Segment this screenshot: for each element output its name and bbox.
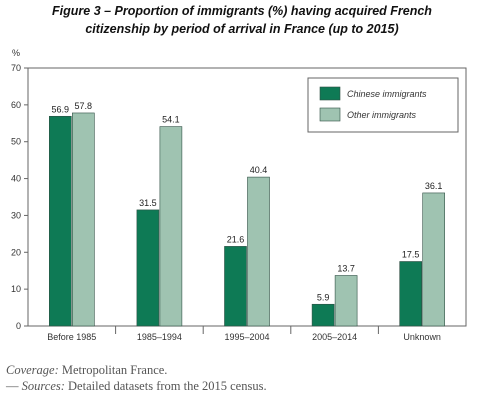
legend-label: Other immigrants [347,110,417,120]
plot-frame [27,67,467,327]
data-label: 40.4 [250,165,268,175]
data-label: 5.9 [317,292,330,302]
sources-text: Detailed datasets from the 2015 census. [64,379,267,393]
coverage-note: Coverage: Metropolitan France. [6,362,476,378]
data-label: 31.5 [139,198,157,208]
bar-chart: % 0 10 20 30 40 50 60 70 Before 1985 56.9 57.8 1985–… [11,48,467,342]
bar-other [334,275,358,327]
y-tick-label: 50 [11,137,21,147]
x-tick-label: 2005–2014 [312,332,357,342]
legend-label: Chinese immigrants [347,89,427,99]
sources-label: Sources: [21,379,65,393]
data-label: 57.8 [75,101,93,111]
figure-title-line-1: Figure 3 – Proportion of immigrants (%) … [52,4,432,18]
bar-chinese [136,209,160,327]
data-label: 54.1 [162,115,180,125]
figure-title-line-2: citizenship by period of arrival in Fran… [85,22,399,36]
x-tick-label: Before 1985 [47,332,96,342]
bar-other [422,192,446,327]
data-label: 36.1 [425,181,443,191]
sources-note: — Sources: Detailed datasets from the 20… [6,378,476,394]
figure-title: Figure 3 – Proportion of immigrants (%) … [0,2,484,38]
bar-chinese [48,115,72,327]
bar-other [72,112,95,327]
legend-swatch [319,107,341,122]
data-label: 13.7 [337,264,355,274]
y-tick-label: 40 [11,174,21,184]
bar-chinese [224,246,247,327]
coverage-text: Metropolitan France. [58,363,168,377]
x-tick-label: 1995–2004 [224,332,269,342]
coverage-label: Coverage: [6,363,59,377]
y-axis-unit-label: % [12,48,20,58]
x-tick-label: 1985–1994 [137,332,182,342]
figure-notes: Coverage: Metropolitan France. — Sources… [6,362,476,394]
sources-prefix: — [6,379,22,393]
x-tick-label: Unknown [403,332,441,342]
bar-chinese [399,261,423,327]
y-tick-label: 30 [11,210,21,220]
data-label: 21.6 [227,234,245,244]
y-tick-label: 20 [11,247,21,257]
legend-swatch [319,86,341,101]
y-tick-label: 10 [11,284,21,294]
y-tick-label: 60 [11,100,21,110]
chart-container: % 0 10 20 30 40 50 60 70 Before 1985 56.9 57.8 1985–… [0,44,484,354]
y-tick-label: 0 [16,321,21,331]
bar-chinese [311,303,335,327]
data-label: 17.5 [402,250,420,260]
bar-other [159,126,183,327]
legend-box [307,77,459,133]
bar-other [247,176,270,327]
y-tick-label: 70 [11,63,21,73]
data-label: 56.9 [52,104,70,114]
